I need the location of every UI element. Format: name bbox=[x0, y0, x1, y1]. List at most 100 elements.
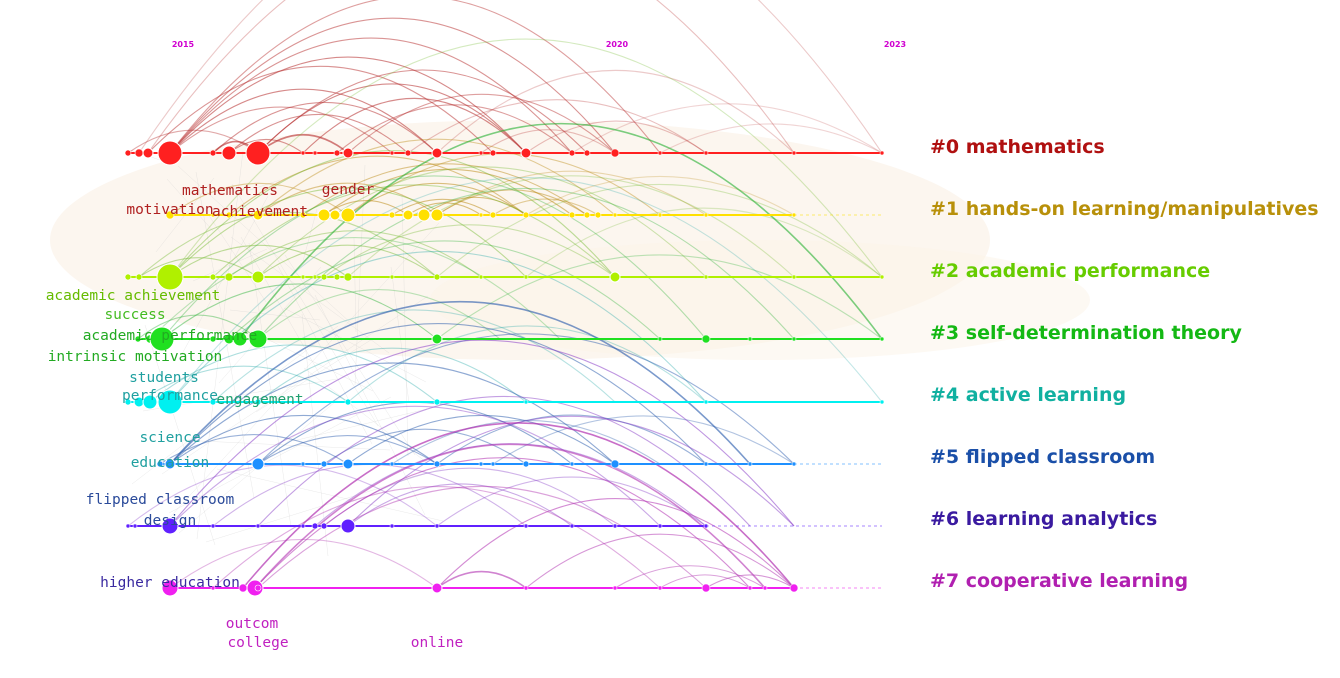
cluster-label-6[interactable]: #6 learning analytics bbox=[930, 508, 1157, 530]
keyword-node[interactable] bbox=[389, 461, 395, 467]
keyword-node[interactable] bbox=[789, 583, 799, 593]
keyword-node[interactable] bbox=[389, 523, 395, 529]
keyword-node[interactable] bbox=[791, 212, 797, 218]
keyword-node[interactable] bbox=[165, 210, 175, 220]
keyword-node[interactable] bbox=[221, 145, 237, 161]
keyword-flipped-classroom[interactable]: flipped classroom bbox=[86, 492, 235, 508]
keyword-node[interactable] bbox=[210, 523, 216, 529]
keyword-node[interactable] bbox=[320, 273, 328, 281]
keyword-node[interactable] bbox=[490, 461, 496, 467]
keyword-node[interactable] bbox=[161, 579, 179, 597]
keyword-node[interactable] bbox=[431, 147, 443, 159]
keyword-design[interactable]: design bbox=[144, 513, 196, 529]
keyword-node[interactable] bbox=[701, 583, 711, 593]
keyword-node[interactable] bbox=[142, 147, 154, 159]
keyword-node[interactable] bbox=[569, 523, 575, 529]
keyword-achievement[interactable]: achievement bbox=[212, 204, 308, 220]
keyword-node[interactable] bbox=[251, 270, 265, 284]
keyword-node[interactable] bbox=[612, 523, 618, 529]
keyword-node[interactable] bbox=[523, 274, 529, 280]
keyword-node[interactable] bbox=[124, 273, 132, 281]
cluster-label-0[interactable]: #0 mathematics bbox=[930, 136, 1105, 158]
keyword-node[interactable] bbox=[522, 211, 530, 219]
keyword-node[interactable] bbox=[431, 333, 443, 345]
keyword-node[interactable] bbox=[134, 148, 144, 158]
keyword-node[interactable] bbox=[252, 209, 264, 221]
keyword-node[interactable] bbox=[299, 211, 307, 219]
keyword-node[interactable] bbox=[657, 150, 663, 156]
keyword-node[interactable] bbox=[703, 150, 709, 156]
keyword-node[interactable] bbox=[703, 399, 709, 405]
keyword-node[interactable] bbox=[762, 585, 768, 591]
keyword-node[interactable] bbox=[523, 399, 529, 405]
keyword-academic-achievement[interactable]: academic achievement bbox=[46, 288, 221, 304]
keyword-node[interactable] bbox=[333, 149, 341, 157]
keyword-node[interactable] bbox=[522, 460, 530, 468]
keyword-node[interactable] bbox=[300, 150, 306, 156]
keyword-node[interactable] bbox=[312, 150, 318, 156]
keyword-node[interactable] bbox=[232, 331, 248, 347]
keyword-node[interactable] bbox=[791, 274, 797, 280]
keyword-node[interactable] bbox=[430, 208, 444, 222]
keyword-node[interactable] bbox=[344, 398, 352, 406]
keyword-node[interactable] bbox=[478, 461, 484, 467]
keyword-mathematics[interactable]: mathematics bbox=[182, 183, 278, 199]
keyword-engagement[interactable]: engagement bbox=[216, 392, 303, 408]
keyword-node[interactable] bbox=[156, 460, 164, 468]
keyword-node[interactable] bbox=[224, 272, 234, 282]
keyword-node[interactable] bbox=[433, 273, 441, 281]
keyword-node[interactable] bbox=[251, 457, 265, 471]
keyword-node[interactable] bbox=[300, 523, 306, 529]
keyword-node[interactable] bbox=[433, 460, 441, 468]
keyword-performance[interactable]: performance bbox=[122, 388, 218, 404]
keyword-node[interactable] bbox=[134, 335, 142, 343]
keyword-node[interactable] bbox=[610, 148, 620, 158]
cluster-label-5[interactable]: #5 flipped classroom bbox=[930, 446, 1155, 468]
keyword-node[interactable] bbox=[433, 398, 441, 406]
keyword-node[interactable] bbox=[478, 274, 484, 280]
keyword-node[interactable] bbox=[225, 211, 233, 219]
cluster-label-4[interactable]: #4 active learning bbox=[930, 384, 1126, 406]
keyword-node[interactable] bbox=[791, 336, 797, 342]
keyword-node[interactable] bbox=[583, 149, 591, 157]
keyword-node[interactable] bbox=[791, 461, 797, 467]
keyword-node[interactable] bbox=[300, 461, 306, 467]
keyword-node[interactable] bbox=[209, 335, 217, 343]
keyword-node[interactable] bbox=[594, 211, 602, 219]
keyword-college[interactable]: college bbox=[227, 635, 288, 651]
keyword-node[interactable] bbox=[125, 523, 131, 529]
keyword-node[interactable] bbox=[132, 523, 138, 529]
keyword-node[interactable] bbox=[312, 274, 318, 280]
keyword-node[interactable] bbox=[124, 149, 132, 157]
keyword-node[interactable] bbox=[248, 329, 268, 349]
keyword-node[interactable] bbox=[342, 458, 354, 470]
keyword-node[interactable] bbox=[388, 211, 396, 219]
cluster-label-1[interactable]: #1 hands-on learning/manipulatives bbox=[930, 198, 1319, 220]
keyword-node[interactable] bbox=[254, 398, 262, 406]
keyword-node[interactable] bbox=[320, 522, 328, 530]
keyword-node[interactable] bbox=[791, 150, 797, 156]
keyword-node[interactable] bbox=[329, 209, 341, 221]
keyword-node[interactable] bbox=[703, 461, 709, 467]
keyword-node[interactable] bbox=[701, 334, 711, 344]
keyword-node[interactable] bbox=[703, 212, 709, 218]
keyword-node[interactable] bbox=[389, 150, 395, 156]
keyword-gender[interactable]: gender bbox=[322, 182, 375, 198]
keyword-node[interactable] bbox=[311, 522, 319, 530]
keyword-node[interactable] bbox=[609, 271, 621, 283]
keyword-node[interactable] bbox=[747, 585, 753, 591]
keyword-node[interactable] bbox=[343, 272, 353, 282]
keyword-academic-performance[interactable]: academic performance bbox=[83, 328, 258, 344]
keyword-node[interactable] bbox=[612, 585, 618, 591]
keyword-node[interactable] bbox=[333, 273, 341, 281]
cluster-label-2[interactable]: #2 academic performance bbox=[930, 260, 1210, 282]
keyword-node[interactable] bbox=[657, 336, 663, 342]
keyword-node[interactable] bbox=[879, 150, 885, 156]
keyword-node[interactable] bbox=[523, 585, 529, 591]
keyword-node[interactable] bbox=[879, 399, 885, 405]
keyword-node[interactable] bbox=[657, 523, 663, 529]
keyword-node[interactable] bbox=[520, 147, 532, 159]
keyword-node[interactable] bbox=[300, 274, 306, 280]
keyword-node[interactable] bbox=[703, 523, 709, 529]
keyword-node[interactable] bbox=[238, 583, 248, 593]
